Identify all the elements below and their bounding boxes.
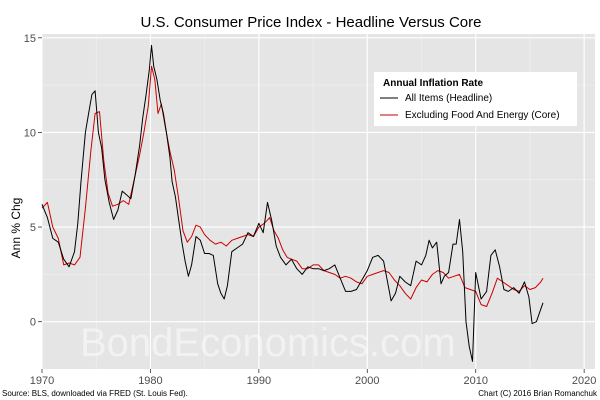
- series-line-headline: [41, 44, 544, 362]
- source-note: Source: BLS, downloaded via FRED (St. Lo…: [2, 389, 188, 398]
- grid-lines: [41, 34, 595, 369]
- x-tick-label: 1970: [30, 375, 54, 387]
- x-tick-label: 1980: [138, 375, 162, 387]
- legend: Annual Inflation Rate All Items (Headlin…: [374, 72, 577, 126]
- y-axis-title: Ann % Chg: [9, 198, 23, 259]
- y-tick-label: 15: [24, 33, 36, 45]
- y-tick-label: 0: [30, 317, 36, 329]
- x-axis: 1970 1980 1990 2000 2010 2020: [30, 369, 596, 387]
- x-tick-label: 2010: [463, 375, 487, 387]
- chart-title: U.S. Consumer Price Index - Headline Ver…: [141, 14, 482, 31]
- x-tick-label: 1990: [247, 375, 271, 387]
- series-line-core: [41, 65, 544, 307]
- legend-title: Annual Inflation Rate: [383, 78, 483, 89]
- y-tick-label: 10: [24, 127, 36, 139]
- legend-label-headline: All Items (Headline): [405, 93, 492, 104]
- y-axis: 0 5 10 15: [24, 33, 42, 329]
- series-lines: [41, 44, 544, 362]
- x-tick-label: 2020: [572, 375, 596, 387]
- credit-note: Chart (C) 2016 Brian Romanchuk: [478, 389, 598, 398]
- legend-box: [374, 72, 577, 126]
- watermark: BondEconomics.com: [80, 321, 456, 365]
- y-tick-label: 5: [30, 222, 36, 234]
- x-tick-label: 2000: [355, 375, 379, 387]
- legend-label-core: Excluding Food And Energy (Core): [405, 110, 560, 121]
